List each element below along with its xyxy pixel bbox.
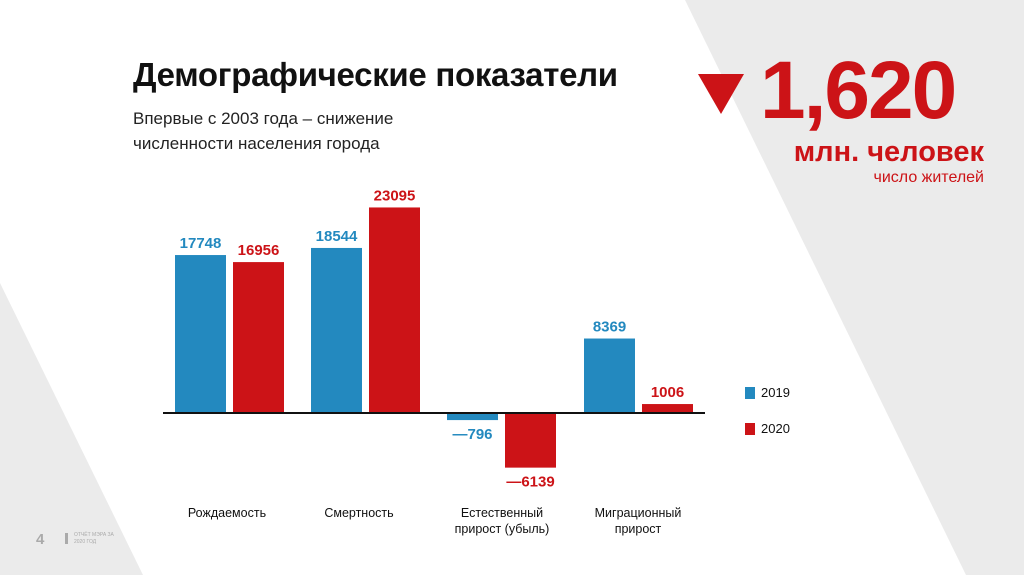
data-label: 16956 [238,242,280,259]
data-label: 17748 [180,235,222,252]
left-gray-shape [0,283,143,575]
category-label: Миграционный прирост [594,506,682,536]
page-title: Демографические показатели [133,56,618,93]
data-label: 23095 [374,187,416,204]
triangle-down-icon [698,74,744,114]
right-gray-shape [685,0,1024,575]
kpi-unit: млн. человек [793,136,984,168]
footer-divider [65,533,68,544]
category-label: Рождаемость [187,506,267,520]
bar-2020-2 [505,413,556,468]
bar-2019-2 [447,413,498,421]
bar-2020-3 [642,404,693,413]
data-label: —6139 [506,474,554,491]
legend-swatch-2019 [745,387,755,399]
bar-2019-1 [311,247,362,413]
data-label: 8369 [593,319,626,336]
kpi-value: 1,620 [760,45,957,136]
page-subtitle: Впервые с 2003 года – снижение численнос… [133,109,394,153]
bar-2019-0 [175,255,226,413]
page-number: 4 [36,531,45,548]
footer-report-label: ОТЧЁТ МЭРА ЗА 2020 ГОД [74,532,114,545]
bar-2020-0 [233,262,284,413]
legend-label-2020: 2020 [761,421,790,436]
category-label: Естественный прирост (убыль) [454,506,550,536]
data-label: 18544 [316,228,358,245]
data-label: —796 [452,426,492,443]
bar-2019-3 [584,338,635,413]
bar-2020-1 [369,207,420,413]
category-label: Смертность [324,506,394,520]
legend-swatch-2020 [745,423,755,435]
legend-label-2019: 2019 [761,385,790,400]
data-label: 1006 [651,384,684,401]
kpi-caption: число жителей [873,169,984,186]
